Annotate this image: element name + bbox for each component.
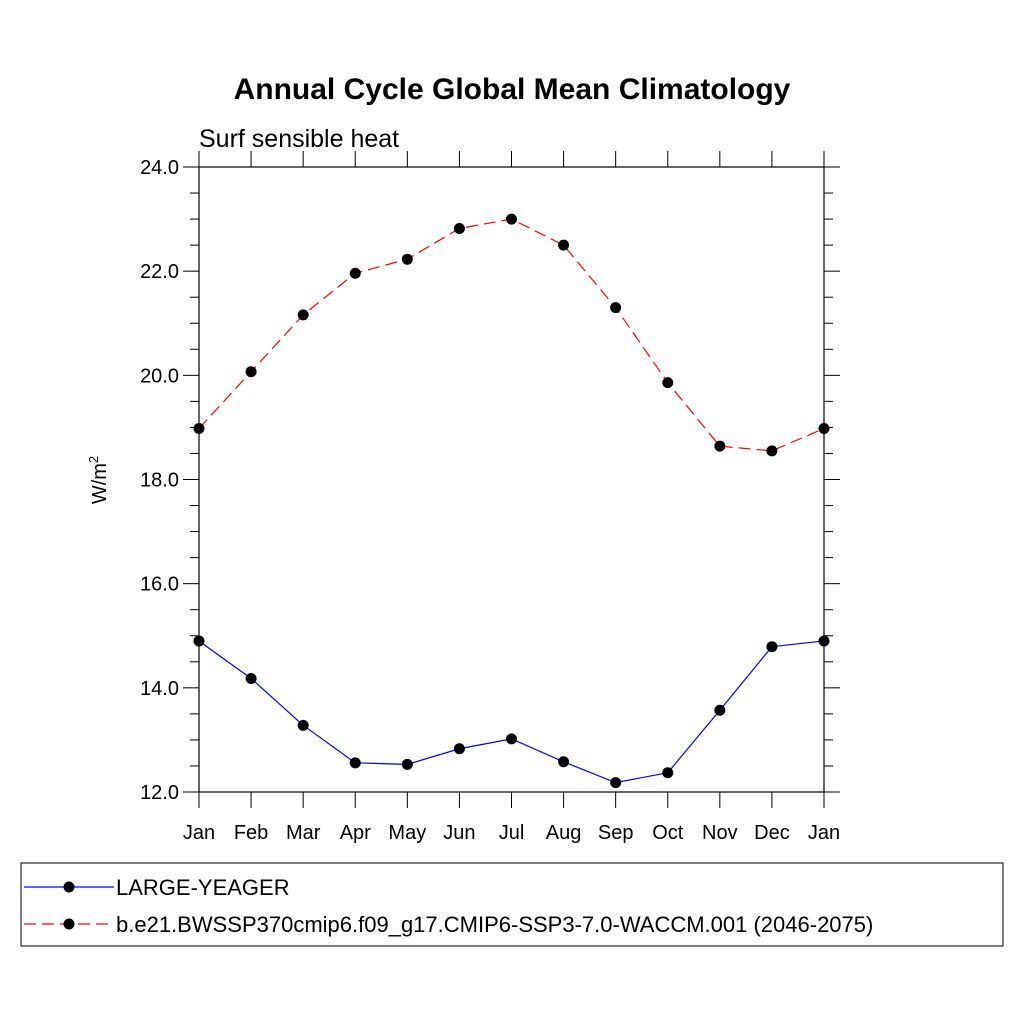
legend-box <box>20 862 1004 947</box>
data-point <box>610 302 622 314</box>
x-tick-label: Apr <box>340 822 371 844</box>
data-point <box>662 377 674 389</box>
data-point <box>714 440 726 452</box>
chart-subtitle: Surf sensible heat <box>199 125 399 153</box>
y-tick-label: 16.0 <box>140 574 179 596</box>
data-point <box>245 366 257 378</box>
legend-label-2: b.e21.BWSSP370cmip6.f09_g17.CMIP6-SSP3-7… <box>116 912 873 937</box>
data-point <box>558 756 570 768</box>
y-axis-label: W/m2 <box>86 456 111 504</box>
x-tick-label: Nov <box>702 822 738 844</box>
y-tick-label: 22.0 <box>140 261 179 283</box>
data-point <box>349 267 361 279</box>
x-tick-label: May <box>388 822 426 844</box>
y-tick-label: 12.0 <box>140 782 179 804</box>
data-point <box>349 757 361 769</box>
x-tick-label: Jan <box>808 822 840 844</box>
legend-marker-1 <box>63 881 75 893</box>
x-tick-label: Dec <box>754 822 790 844</box>
y-axis-label-superscript: 2 <box>86 456 101 463</box>
legend-marker-2 <box>63 918 75 930</box>
data-point <box>193 635 205 647</box>
data-point <box>506 213 517 225</box>
x-tick-label: Jul <box>499 822 525 844</box>
axes: 12.0 14.0 16.0 18.0 20.0 22.0 24.0 Jan Feb Mar Apr… <box>140 151 840 844</box>
y-tick-label: 14.0 <box>140 678 179 700</box>
data-point <box>401 253 413 265</box>
y-tick-label: 18.0 <box>140 470 179 492</box>
data-point <box>297 719 309 731</box>
data-point <box>558 239 570 251</box>
y-tick-label: 24.0 <box>140 157 179 179</box>
data-point <box>818 635 830 647</box>
data-point <box>193 422 205 434</box>
data-point <box>245 672 257 684</box>
y-axis-label-text: W/m <box>89 463 111 504</box>
x-tick-label: Feb <box>234 822 268 844</box>
y-tick-label: 20.0 <box>140 365 179 387</box>
x-tick-label: Mar <box>286 822 321 844</box>
chart-title: Annual Cycle Global Mean Climatology <box>234 73 791 106</box>
data-point <box>297 309 309 321</box>
data-point <box>766 445 778 457</box>
data-point <box>610 777 622 789</box>
series-layer <box>193 213 830 789</box>
data-point <box>662 767 674 779</box>
data-point <box>453 743 465 755</box>
data-point <box>818 422 830 434</box>
x-tick-label: Jan <box>183 822 215 844</box>
legend-label-1: LARGE-YEAGER <box>116 875 290 900</box>
x-tick-label: Jun <box>443 822 475 844</box>
data-point <box>401 758 413 770</box>
data-point <box>453 222 465 234</box>
data-point <box>714 704 726 716</box>
data-point <box>766 641 778 653</box>
x-tick-label: Sep <box>598 822 634 844</box>
series-line-2 <box>198 218 825 452</box>
x-tick-label: Oct <box>652 822 684 844</box>
legend: LARGE-YEAGER b.e21.BWSSP370cmip6.f09_g17.… <box>24 875 873 937</box>
x-tick-label: Aug <box>546 822 582 844</box>
series-line-1 <box>198 640 825 784</box>
data-point <box>506 733 517 745</box>
